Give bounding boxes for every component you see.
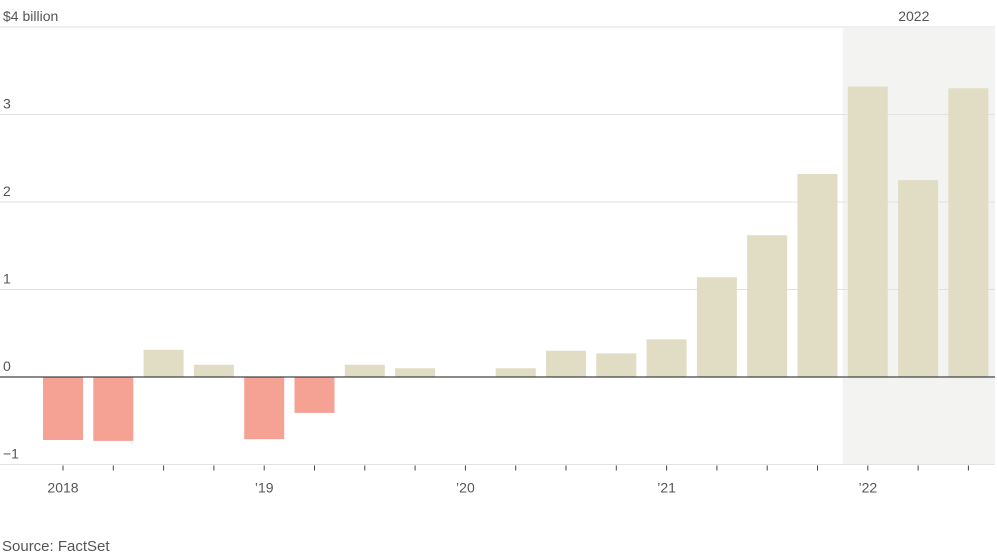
x-tick-label: 2018 bbox=[47, 480, 78, 496]
bar bbox=[797, 174, 838, 377]
bar bbox=[646, 339, 687, 377]
bar bbox=[294, 377, 335, 413]
bar bbox=[244, 377, 285, 440]
bar-chart: 2022 $4 billion 3 2 1 0 −1 2018 ’19 ’20 ’21 ’22 bbox=[0, 8, 995, 496]
bar bbox=[747, 235, 788, 377]
x-tick-label: ’20 bbox=[456, 480, 475, 496]
bar bbox=[193, 364, 234, 377]
x-tick-label: ’19 bbox=[255, 480, 274, 496]
bar bbox=[546, 350, 586, 377]
bar bbox=[43, 377, 83, 440]
bar bbox=[948, 88, 989, 377]
y-tick-label: 0 bbox=[3, 358, 11, 374]
x-tick-label: ’21 bbox=[657, 480, 676, 496]
y-tick-label: $4 billion bbox=[3, 8, 58, 24]
y-tick-label: 3 bbox=[3, 96, 11, 112]
bar bbox=[495, 368, 536, 377]
bar bbox=[898, 180, 939, 377]
chart-source: Source: FactSet bbox=[2, 538, 110, 555]
bar bbox=[847, 86, 888, 377]
bar bbox=[344, 364, 385, 377]
y-tick-label: 2 bbox=[3, 183, 11, 199]
x-tick-label: ’22 bbox=[858, 480, 877, 496]
bar bbox=[696, 277, 737, 377]
y-tick-label: 1 bbox=[3, 271, 11, 287]
bar bbox=[93, 377, 134, 441]
bar bbox=[596, 353, 637, 377]
y-tick-label: −1 bbox=[3, 446, 19, 462]
bar bbox=[143, 349, 184, 377]
highlight-label: 2022 bbox=[898, 8, 929, 24]
bar bbox=[395, 368, 436, 377]
